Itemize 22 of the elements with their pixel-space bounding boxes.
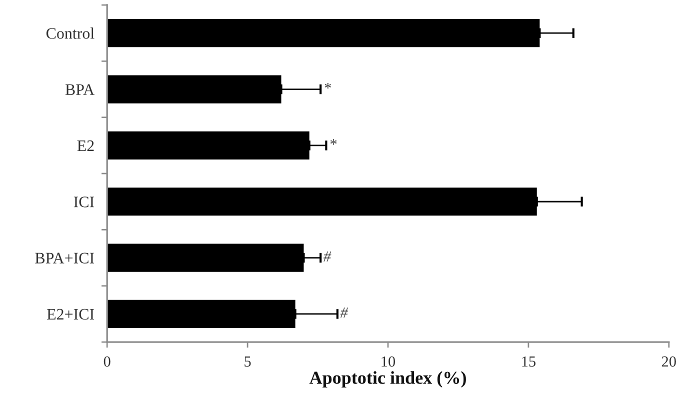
x-tick-label: 20 <box>662 356 676 367</box>
bar <box>107 244 304 272</box>
x-tick-label: 15 <box>522 356 536 367</box>
x-axis-title: Apoptotic index (%) <box>309 371 466 388</box>
y-tick-label: BPA+ICI <box>35 252 94 264</box>
y-tick-label: BPA <box>65 84 94 95</box>
y-tick-label: E2 <box>77 140 94 151</box>
bar <box>107 300 296 328</box>
y-tick-label: Control <box>46 28 94 39</box>
y-tick-label: E2+ICI <box>47 308 94 320</box>
bar <box>107 19 540 48</box>
bar <box>107 75 282 104</box>
annotation: * <box>330 139 337 145</box>
annotation: # <box>340 308 348 318</box>
annotation: * <box>324 82 331 89</box>
bar <box>107 131 310 160</box>
y-tick-label: ICI <box>74 196 94 208</box>
bar <box>107 188 537 216</box>
x-tick-label: 0 <box>104 356 110 367</box>
x-tick-label: 10 <box>382 356 396 367</box>
x-tick-label: 5 <box>244 356 251 367</box>
annotation: # <box>323 251 332 262</box>
